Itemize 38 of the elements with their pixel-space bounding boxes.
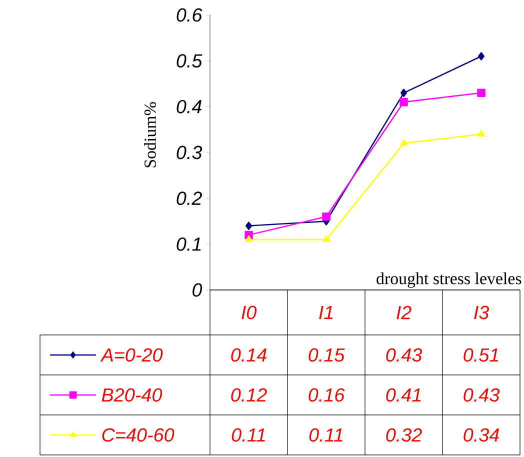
point xyxy=(478,52,485,60)
data-label: 0.11 xyxy=(309,428,342,442)
point xyxy=(477,88,486,98)
x-tick-label: I0 xyxy=(242,306,256,320)
y-tick-label: 0.3 xyxy=(176,146,202,160)
data-label: 0.16 xyxy=(308,388,345,402)
point xyxy=(322,212,330,221)
point xyxy=(478,130,485,137)
x-axis-title: drought stress leveles xyxy=(376,272,522,288)
data-label: 0.14 xyxy=(231,348,266,362)
data-label: 0.41 xyxy=(386,388,421,402)
legend-label: C=40-60 xyxy=(102,428,174,442)
data-label: 0.43 xyxy=(464,388,500,402)
point xyxy=(400,139,408,146)
y-axis-title: Sodium% xyxy=(144,102,156,168)
data-label: 0.15 xyxy=(308,348,345,362)
x-tick-label: I2 xyxy=(396,306,412,320)
y-tick-label: 0 xyxy=(192,283,202,297)
x-tick-label: I3 xyxy=(474,306,489,320)
y-tick-label: 0.6 xyxy=(176,8,202,22)
data-label: 0.43 xyxy=(386,348,422,362)
data-label: 0.51 xyxy=(464,348,498,362)
point xyxy=(245,222,252,230)
y-tick-label: 0.2 xyxy=(176,192,202,206)
data-label: 0.32 xyxy=(386,428,422,442)
legend-label: A=0-20 xyxy=(100,348,163,362)
point xyxy=(400,88,408,98)
data-label: 0.12 xyxy=(231,388,267,402)
y-tick-label: 0.5 xyxy=(176,54,202,68)
y-tick-label: 0.1 xyxy=(176,237,201,251)
x-tick-label: I1 xyxy=(319,306,333,319)
point xyxy=(400,98,408,106)
y-tick-label: 0.4 xyxy=(176,100,202,114)
data-label: 0.34 xyxy=(464,428,499,442)
legend-label: B20-40 xyxy=(102,388,162,402)
point xyxy=(245,235,252,242)
data-label: 0.11 xyxy=(232,428,265,442)
point xyxy=(322,235,330,242)
